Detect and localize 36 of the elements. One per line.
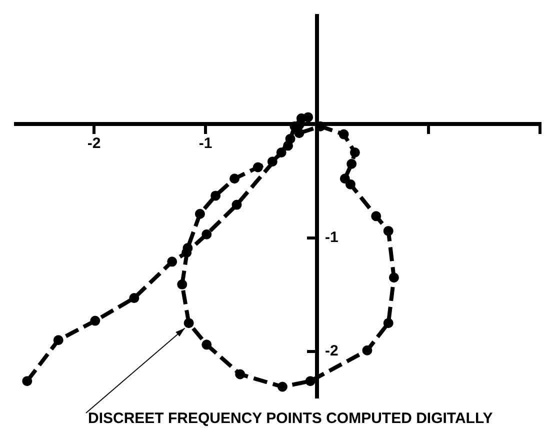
point [346,158,357,169]
point [305,376,316,386]
point [267,156,278,167]
point [53,335,64,346]
point [340,174,350,184]
point [235,369,246,380]
point [167,256,178,267]
annotation: DISCREET FREQUENCY POINTS COMPUTED DIGITALLY [88,410,493,428]
point [362,345,372,356]
point [177,279,188,290]
point [303,112,314,122]
point [294,128,304,138]
point [22,376,32,386]
point [371,211,382,222]
point [202,229,212,240]
point [90,316,100,326]
point [285,134,296,144]
point [202,340,212,350]
point [296,113,306,124]
point [383,318,394,328]
point [252,162,263,172]
point [290,121,300,132]
point [129,293,140,304]
point [232,200,242,210]
point [283,140,294,151]
point [276,147,286,158]
point [277,382,288,392]
point [184,318,194,328]
point [338,129,349,140]
point [350,147,360,158]
point [388,272,399,283]
point [210,190,221,201]
point [383,226,394,236]
point [230,174,240,184]
point [345,179,356,190]
point [194,208,205,219]
